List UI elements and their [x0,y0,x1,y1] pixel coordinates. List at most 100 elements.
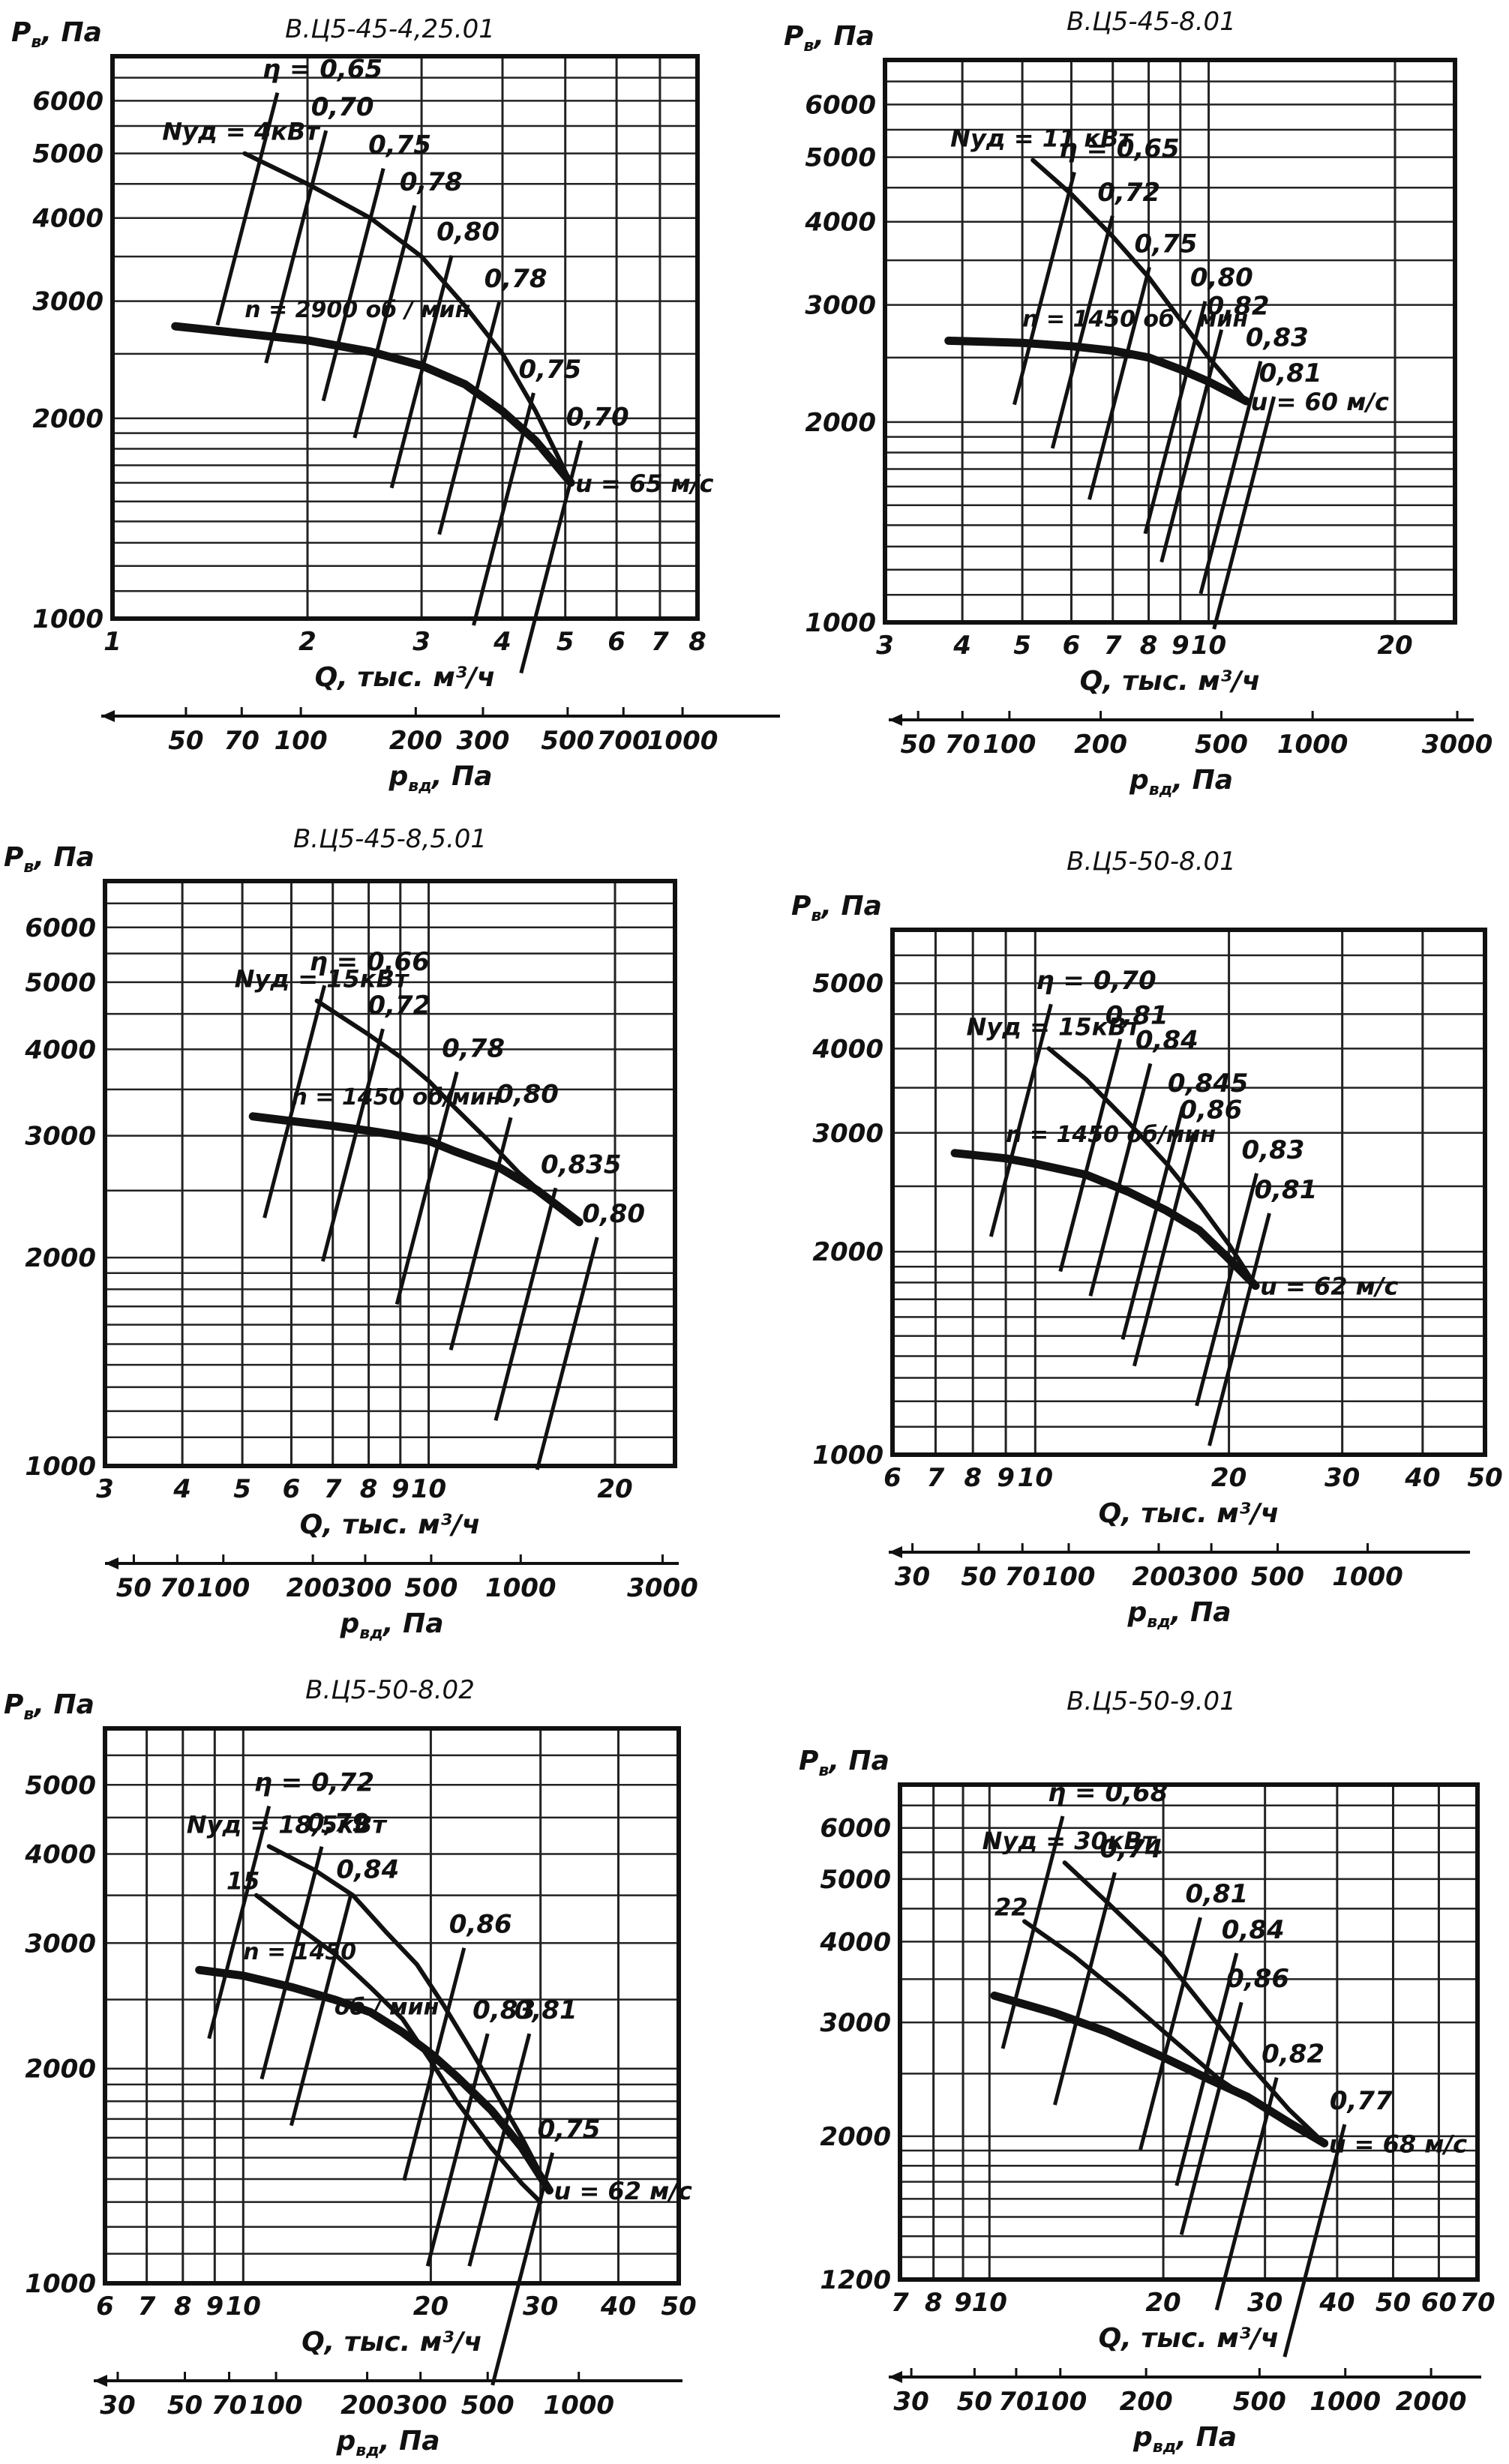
plot-frame [103,879,677,1468]
secondary-axis-tick-label: 30 [895,1562,930,1592]
chart-title: В.Ц5-50-9.01 [1066,1686,1236,1716]
secondary-axis-arrow [889,2371,902,2383]
curve-point [368,1033,370,1036]
secondary-axis-label-main: p [339,1608,359,1639]
secondary-axis-tick-label: 100 [250,2391,303,2421]
x-tick-label: 30 [1324,1463,1360,1493]
y-axis-label-main: P [784,21,803,52]
x-tick-label: 5 [233,1474,251,1504]
secondary-axis-tick-label: 100 [274,726,328,756]
x-tick-label: 30 [523,2292,558,2322]
y-tick-label: 2000 [805,408,876,438]
efficiency-line [437,301,502,535]
curve-point [1031,159,1034,162]
efficiency-label: 0,75 [538,2115,601,2145]
efficiency-label: 0,81 [1185,1879,1248,1909]
power-label: Nуд = 15кВт [235,965,410,994]
x-tick-label: 40 [1404,1463,1440,1493]
secondary-axis-tick-label: 300 [456,726,509,756]
curve-point [1128,1122,1131,1125]
efficiency-line [321,168,386,402]
curve-point [1064,1861,1066,1864]
y-tick-label: 2000 [32,404,104,434]
curve-point [1112,235,1114,238]
x-axis-label: Q, тыс. м³/ч [1099,2323,1280,2354]
x-tick-label: 70 [1460,2288,1495,2318]
curve-point [332,1124,334,1127]
speed-label-secondary: об / мин [334,1995,440,2021]
speed-label: n = 1450 об/мин [291,1084,501,1111]
x-tick-label: 8 [1140,631,1158,661]
efficiency-label: η = 0,72 [254,1768,374,1798]
secondary-axis-tick-label: 1000 [1310,2387,1381,2417]
curve-point [1121,1994,1124,1997]
efficiency-label: 0,75 [368,130,431,160]
secondary-axis-label-main: p [388,761,408,792]
x-tick-label: 5 [1013,631,1031,661]
x-tick-label: 9 [1172,631,1190,661]
efficiency-label: 0,70 [566,403,629,433]
x-tick-label: 10 [226,2292,261,2322]
y-axis-label-unit: , Па [32,1689,94,1720]
secondary-axis-label-subscript: вд [408,777,432,796]
efficiency-line [1088,1063,1153,1297]
y-tick-label: 5000 [805,143,876,173]
secondary-axis-tick-label: 100 [1042,1562,1095,1592]
secondary-axis-tick-label: 50 [957,2387,992,2417]
efficiency-line [1212,396,1276,630]
efficiency-line [1088,266,1151,500]
velocity-label: u = 62 м/с [1260,1272,1398,1301]
efficiency-label: 0,77 [1330,2086,1393,2116]
x-tick-label: 7 [651,627,669,657]
velocity-label: u = 65 м/с [575,469,713,498]
x-tick-label: 50 [1467,1463,1502,1493]
efficiency-label: 0,82 [1262,2040,1324,2070]
curve-point [1198,1203,1201,1206]
efficiency-line [289,1893,353,2127]
pressure-curve [248,1112,584,1227]
y-tick-label: 5000 [25,1770,96,1800]
curve-point [520,2182,524,2185]
x-tick-label: 10 [1018,1463,1053,1493]
y-tick-label: 4000 [24,1035,96,1065]
curve-point [428,1139,430,1142]
x-tick-label: 8 [688,627,706,657]
secondary-axis-tick-label: 50 [961,1562,996,1592]
secondary-axis-tick-label: 50 [167,2391,202,2421]
secondary-axis-label-subscript: вд [356,2442,380,2460]
x-tick-label: 4 [952,631,971,661]
x-axis-label: Q, тыс. м³/ч [1080,666,1261,697]
efficiency-label: 0,82 [1207,292,1270,322]
x-tick-label: 6 [884,1463,902,1493]
y-tick-label: 5000 [812,969,884,999]
speed-label: n = 1450 об/мин [1006,1122,1216,1148]
curve-point [534,439,537,442]
x-tick-label: 20 [597,1474,632,1504]
x-tick-label: 6 [283,1474,301,1504]
curve-point [1070,345,1072,348]
curve-point [1162,1955,1165,1958]
efficiency-line [448,1117,513,1351]
curve-point [243,152,246,155]
y-axis-label-subscript: в [31,33,41,52]
y-tick-label: 1000 [25,2269,96,2299]
curve-point [1288,2108,1291,2111]
x-axis-label: Q, тыс. м³/ч [1099,1498,1280,1529]
curve-point [518,1171,520,1174]
curve-point [1048,1047,1051,1050]
y-axis-label-subscript: в [803,37,814,55]
y-tick-label: 3000 [25,1122,96,1152]
efficiency-line [1050,215,1114,449]
y-tick-label: 1000 [32,604,104,634]
x-tick-label: 20 [413,2292,448,2322]
secondary-axis-label-main: p [335,2426,356,2457]
y-tick-label: 4000 [804,208,876,238]
x-tick-label: 9 [392,1474,410,1504]
secondary-axis-label: pвд, Па [1132,2422,1237,2457]
efficiency-line [352,205,417,439]
secondary-axis-tick-label: 500 [1251,1562,1304,1592]
curve-point [490,2109,493,2112]
speed-label: n = 1450 об / мин [1022,306,1248,332]
curve-point [947,339,950,342]
